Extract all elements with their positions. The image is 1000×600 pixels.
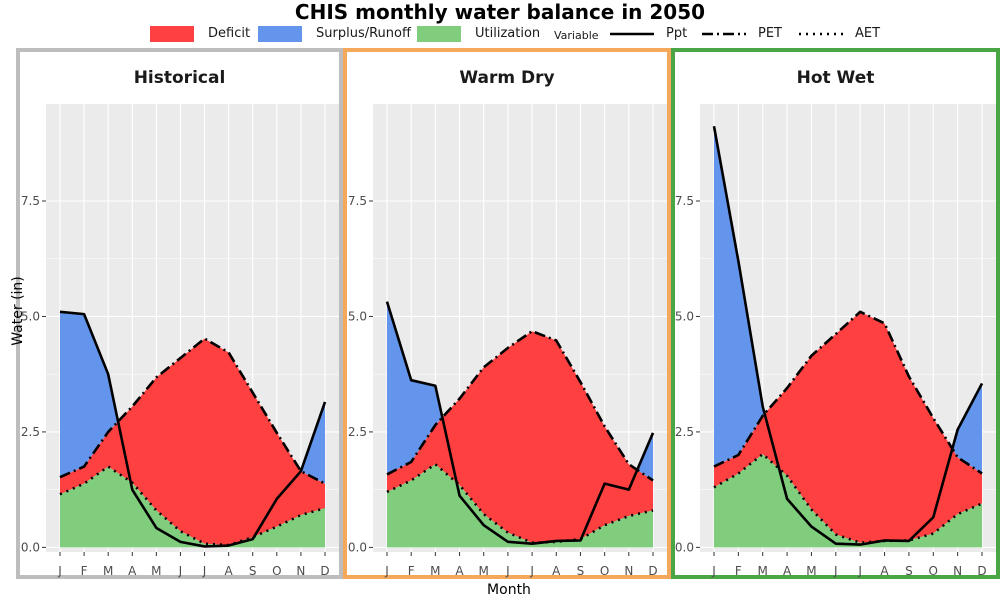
deficit-area-hot-wet bbox=[714, 311, 982, 543]
legend-key-ppt bbox=[610, 32, 654, 36]
panel-frame-hot-wet: Hot Wet bbox=[671, 48, 1000, 579]
legend-title-variable: Variable bbox=[554, 29, 599, 42]
pet-line-hot-wet bbox=[713, 310, 983, 475]
legend-label-deficit: Deficit bbox=[208, 26, 251, 41]
x-tick-label-historical: A bbox=[128, 564, 137, 578]
x-tick-label-historical: A bbox=[225, 564, 234, 578]
chart-title: CHIS monthly water balance in 2050 bbox=[294, 0, 706, 24]
x-tick-label-warm-dry: O bbox=[600, 564, 609, 578]
legend-label-surplus: Surplus/Runoff bbox=[316, 26, 411, 41]
aet-line-historical bbox=[59, 464, 326, 547]
x-tick-label-hot-wet: N bbox=[953, 564, 962, 578]
y-tick-label-historical: 5.0 bbox=[21, 309, 40, 323]
x-tick-label-historical: M bbox=[151, 564, 161, 578]
x-tick-label-historical: J bbox=[202, 564, 207, 578]
y-tick-label-historical: 0.0 bbox=[21, 540, 40, 554]
x-tick-label-warm-dry: S bbox=[577, 564, 585, 578]
y-tick-label-warm-dry: 5.0 bbox=[348, 309, 367, 323]
y-tick-label-warm-dry: 7.5 bbox=[348, 194, 367, 208]
legend-label-pet: PET bbox=[758, 26, 782, 41]
x-tick-label-hot-wet: M bbox=[806, 564, 816, 578]
ppt-line-warm-dry bbox=[385, 301, 655, 545]
utilization-area-historical bbox=[60, 466, 325, 548]
x-tick-label-warm-dry: J bbox=[505, 564, 510, 578]
x-tick-label-historical: M bbox=[103, 564, 113, 578]
x-tick-label-warm-dry: J bbox=[384, 564, 389, 578]
pet-line-warm-dry bbox=[386, 329, 654, 482]
legend: Deficit Surplus/Runoff Utilization Varia… bbox=[0, 23, 1000, 45]
deficit-area-historical bbox=[60, 338, 325, 546]
aet-line-warm-dry bbox=[386, 462, 654, 545]
x-tick-label-hot-wet: D bbox=[977, 564, 986, 578]
y-tick-label-hot-wet: 5.0 bbox=[675, 309, 694, 323]
legend-label-ppt: Ppt bbox=[666, 26, 688, 41]
x-tick-label-hot-wet: J bbox=[833, 564, 838, 578]
panel-frame-warm-dry: Warm Dry bbox=[343, 48, 671, 579]
x-tick-label-historical: J bbox=[57, 564, 62, 578]
x-tick-label-hot-wet: M bbox=[758, 564, 768, 578]
x-tick-label-historical: D bbox=[320, 564, 329, 578]
y-tick-label-warm-dry: 2.5 bbox=[348, 425, 367, 439]
legend-key-surplus bbox=[258, 26, 302, 42]
y-tick-label-historical: 7.5 bbox=[21, 194, 40, 208]
x-tick-label-historical: F bbox=[81, 564, 88, 578]
x-axis-label: Month bbox=[487, 582, 531, 598]
y-axis-label: Water (in) bbox=[10, 276, 26, 346]
utilization-area-warm-dry bbox=[387, 464, 653, 548]
ppt-line-hot-wet bbox=[712, 125, 984, 546]
ppt-line-historical bbox=[59, 310, 327, 548]
x-tick-label-warm-dry: F bbox=[408, 564, 415, 578]
x-tick-label-warm-dry: M bbox=[430, 564, 440, 578]
x-tick-label-hot-wet: O bbox=[929, 564, 938, 578]
x-tick-label-warm-dry: D bbox=[648, 564, 657, 578]
legend-key-pet bbox=[702, 32, 746, 36]
x-tick-label-warm-dry: M bbox=[479, 564, 489, 578]
x-tick-label-historical: N bbox=[296, 564, 305, 578]
legend-key-deficit bbox=[150, 26, 194, 42]
panel-title-historical: Historical bbox=[133, 68, 226, 88]
legend-key-utilization bbox=[417, 26, 461, 42]
x-tick-label-warm-dry: J bbox=[529, 564, 534, 578]
x-tick-label-historical: O bbox=[272, 564, 281, 578]
x-tick-label-warm-dry: A bbox=[455, 564, 464, 578]
x-tick-label-historical: S bbox=[249, 564, 257, 578]
panel-frame-historical: Historical bbox=[16, 48, 343, 579]
x-tick-label-warm-dry: A bbox=[552, 564, 561, 578]
legend-label-utilization: Utilization bbox=[475, 26, 541, 41]
legend-key-aet bbox=[799, 32, 843, 36]
panel-title-hot-wet: Hot Wet bbox=[796, 68, 875, 88]
x-tick-label-hot-wet: J bbox=[857, 564, 862, 578]
y-tick-label-hot-wet: 7.5 bbox=[675, 194, 694, 208]
y-tick-label-historical: 2.5 bbox=[21, 425, 40, 439]
x-tick-label-hot-wet: J bbox=[711, 564, 716, 578]
y-tick-label-hot-wet: 0.0 bbox=[675, 540, 694, 554]
legend-label-aet: AET bbox=[855, 26, 881, 41]
y-tick-label-warm-dry: 0.0 bbox=[348, 540, 367, 554]
x-tick-label-warm-dry: N bbox=[624, 564, 633, 578]
x-tick-label-hot-wet: A bbox=[880, 564, 889, 578]
deficit-area-warm-dry bbox=[387, 331, 653, 543]
aet-line-hot-wet bbox=[713, 452, 983, 545]
panel-title-warm-dry: Warm Dry bbox=[459, 68, 555, 88]
x-tick-label-historical: J bbox=[178, 564, 183, 578]
x-tick-label-hot-wet: F bbox=[735, 564, 742, 578]
y-tick-label-hot-wet: 2.5 bbox=[675, 425, 694, 439]
x-tick-label-hot-wet: S bbox=[905, 564, 913, 578]
x-tick-label-hot-wet: A bbox=[783, 564, 792, 578]
